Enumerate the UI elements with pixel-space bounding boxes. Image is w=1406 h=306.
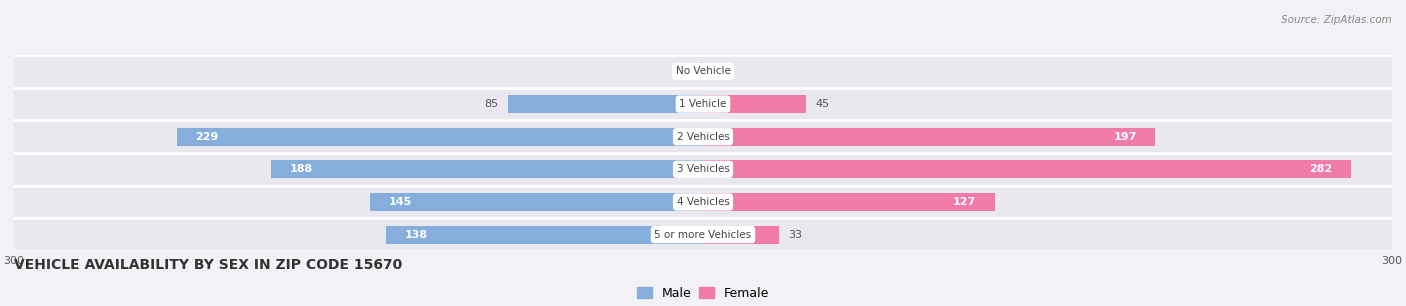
- Text: 85: 85: [485, 99, 499, 109]
- Bar: [14, 55, 1392, 88]
- Bar: [703, 128, 1156, 146]
- Bar: [508, 95, 703, 113]
- Bar: [703, 160, 1351, 178]
- Text: 4 Vehicles: 4 Vehicles: [676, 197, 730, 207]
- Bar: [703, 95, 807, 113]
- Text: 3 Vehicles: 3 Vehicles: [676, 164, 730, 174]
- Bar: [14, 218, 1392, 251]
- Bar: [177, 128, 703, 146]
- Bar: [14, 186, 1392, 218]
- Text: Source: ZipAtlas.com: Source: ZipAtlas.com: [1281, 15, 1392, 25]
- Text: 0: 0: [713, 66, 720, 76]
- Text: 127: 127: [953, 197, 976, 207]
- Bar: [703, 193, 994, 211]
- Bar: [703, 226, 779, 244]
- Text: 188: 188: [290, 164, 314, 174]
- Bar: [271, 160, 703, 178]
- Bar: [387, 226, 703, 244]
- Text: No Vehicle: No Vehicle: [675, 66, 731, 76]
- Bar: [700, 62, 703, 80]
- Text: 229: 229: [195, 132, 219, 142]
- Text: 282: 282: [1309, 164, 1333, 174]
- Text: 138: 138: [405, 230, 427, 240]
- Text: 2 Vehicles: 2 Vehicles: [676, 132, 730, 142]
- Text: 5 or more Vehicles: 5 or more Vehicles: [654, 230, 752, 240]
- Bar: [14, 120, 1392, 153]
- Text: 33: 33: [787, 230, 801, 240]
- Text: 197: 197: [1114, 132, 1137, 142]
- Text: 1 Vehicle: 1 Vehicle: [679, 99, 727, 109]
- Bar: [370, 193, 703, 211]
- Bar: [14, 88, 1392, 120]
- Legend: Male, Female: Male, Female: [637, 286, 769, 300]
- Text: VEHICLE AVAILABILITY BY SEX IN ZIP CODE 15670: VEHICLE AVAILABILITY BY SEX IN ZIP CODE …: [14, 258, 402, 272]
- Text: 145: 145: [388, 197, 412, 207]
- Text: 1: 1: [685, 66, 692, 76]
- Bar: [14, 153, 1392, 186]
- Text: 45: 45: [815, 99, 830, 109]
